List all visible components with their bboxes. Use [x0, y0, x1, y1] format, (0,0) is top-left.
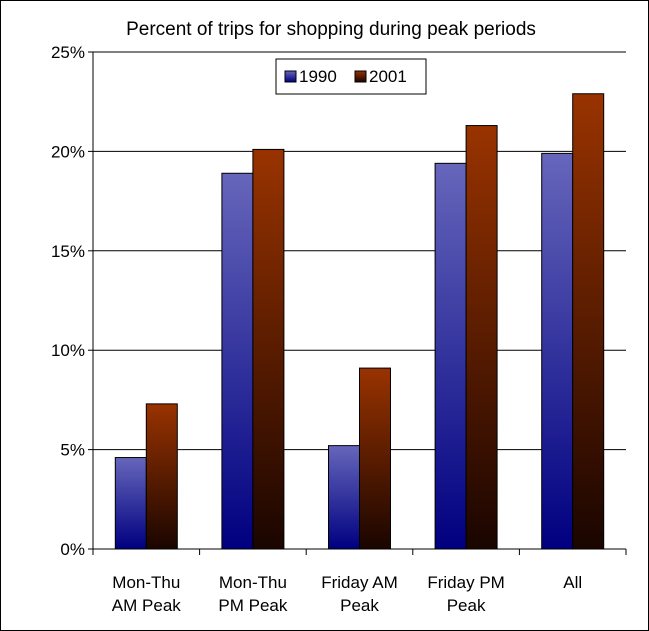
x-tick-label-2: Friday AM Peak	[321, 573, 398, 615]
legend-box	[275, 58, 427, 95]
bar-2001-0	[145, 403, 178, 550]
legend-swatch-1990	[284, 70, 297, 83]
x-tick-label-1: Mon-Thu PM Peak	[218, 573, 287, 615]
bar-2001-1	[252, 148, 285, 550]
x-tick-label-0: Mon-Thu AM Peak	[112, 573, 181, 615]
legend-swatch-2001	[354, 70, 367, 83]
legend: 1990 2001	[275, 58, 427, 95]
bar-1990-2	[328, 445, 360, 550]
bar-1990-0	[114, 457, 147, 550]
y-tick-label-5: 25%	[51, 43, 85, 62]
legend-items: 1990 2001	[284, 67, 407, 86]
y-tick-label-2: 10%	[51, 341, 85, 360]
chart-title: Percent of trips for shopping during pea…	[126, 19, 536, 40]
bars	[114, 93, 605, 550]
y-tick-label-3: 15%	[51, 242, 85, 261]
bar-1990-3	[434, 162, 467, 550]
bar-2001-4	[572, 93, 605, 550]
legend-label-2001: 2001	[369, 67, 407, 86]
y-tick-label-4: 20%	[51, 142, 85, 161]
y-tick-label-0: 0%	[60, 540, 85, 559]
bar-1990-4	[541, 152, 574, 550]
x-tick-labels: Mon-Thu AM Peak Mon-Thu PM Peak Friday AM Pea…	[112, 573, 582, 615]
legend-label-1990: 1990	[299, 67, 337, 86]
gridlines	[93, 51, 626, 451]
y-tick-labels: 0% 5% 10% 15% 20% 25%	[51, 43, 93, 559]
x-tick-label-4: All	[563, 573, 582, 592]
x-tick-label-3: Friday PM Peak	[427, 573, 504, 615]
y-tick-label-1: 5%	[60, 441, 85, 460]
axes	[92, 52, 627, 555]
bar-1990-1	[221, 172, 254, 550]
bar-2001-2	[359, 367, 391, 550]
bar-2001-3	[465, 125, 498, 550]
